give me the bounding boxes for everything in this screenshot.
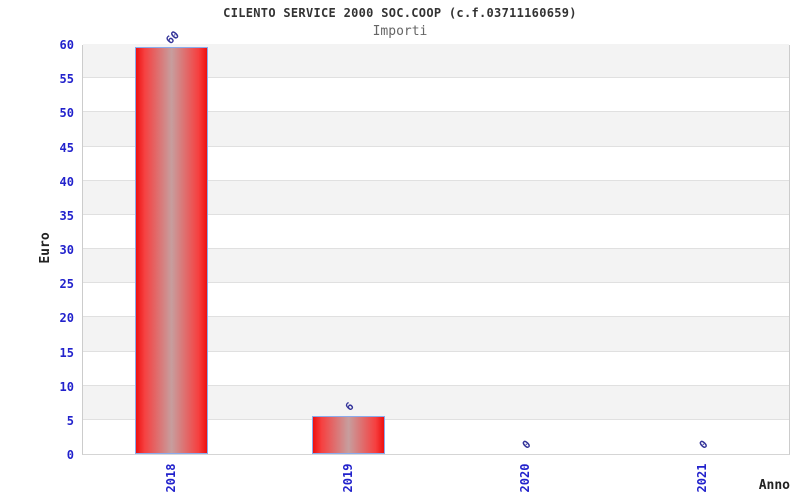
bar xyxy=(135,46,208,454)
y-tick-label: 55 xyxy=(59,72,74,87)
y-tick-label: 40 xyxy=(59,174,74,189)
gridline xyxy=(83,350,789,352)
y-tick-label: 45 xyxy=(59,140,74,155)
x-axis-label: Anno xyxy=(758,478,790,493)
chart-subtitle: Importi xyxy=(372,24,428,39)
y-tick-label: 5 xyxy=(66,413,74,428)
y-tick-label: 60 xyxy=(59,38,74,52)
y-tick-label: 20 xyxy=(59,311,74,326)
gridline xyxy=(83,316,789,318)
y-tick-label: 30 xyxy=(59,243,74,257)
bar xyxy=(312,415,385,454)
gridline xyxy=(83,213,789,215)
gridline xyxy=(83,145,789,147)
gridline xyxy=(83,111,789,113)
y-tick-label: 15 xyxy=(59,345,74,360)
gridline xyxy=(83,179,789,181)
gridline xyxy=(83,77,789,79)
x-tick-label: 2018 xyxy=(163,463,178,493)
y-tick-label: 10 xyxy=(59,379,74,394)
plot-area xyxy=(82,44,790,455)
gridline xyxy=(83,384,789,386)
x-tick-label: 2021 xyxy=(694,463,709,493)
y-tick-label: 35 xyxy=(59,208,74,223)
x-tick-label: 2020 xyxy=(517,463,532,493)
chart-title: CILENTO SERVICE 2000 SOC.COOP (c.f.03711… xyxy=(223,6,577,20)
gridline xyxy=(83,282,789,284)
gridline xyxy=(83,248,789,249)
y-tick-label: 50 xyxy=(59,106,74,121)
y-tick-label: 0 xyxy=(66,448,74,462)
x-tick-label: 2019 xyxy=(340,463,355,493)
y-tick-label: 25 xyxy=(59,277,74,292)
gridline xyxy=(83,418,789,420)
